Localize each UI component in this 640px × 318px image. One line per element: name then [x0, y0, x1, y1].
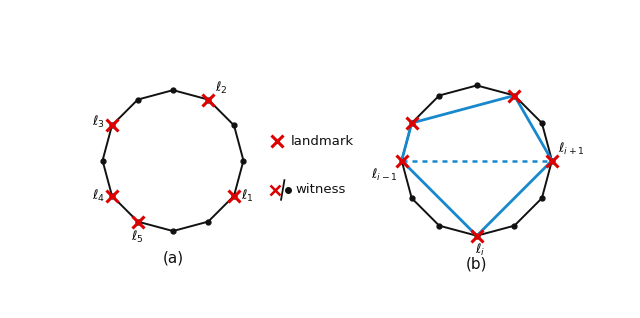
Text: $\ell_4$: $\ell_4$	[92, 188, 105, 204]
Text: $\ell_1$: $\ell_1$	[241, 188, 253, 204]
Text: $\ell_i$: $\ell_i$	[476, 242, 486, 258]
Text: $\ell_3$: $\ell_3$	[92, 114, 105, 130]
Text: witness: witness	[295, 183, 346, 197]
Text: $\ell_{i+1}$: $\ell_{i+1}$	[558, 141, 584, 157]
Text: landmark: landmark	[291, 135, 354, 148]
Text: $\ell_2$: $\ell_2$	[215, 80, 228, 96]
Text: $\ell_5$: $\ell_5$	[131, 229, 144, 245]
Text: (b): (b)	[466, 257, 488, 272]
Text: (a): (a)	[163, 251, 184, 266]
Text: $\ell_{i-1}$: $\ell_{i-1}$	[371, 167, 397, 183]
